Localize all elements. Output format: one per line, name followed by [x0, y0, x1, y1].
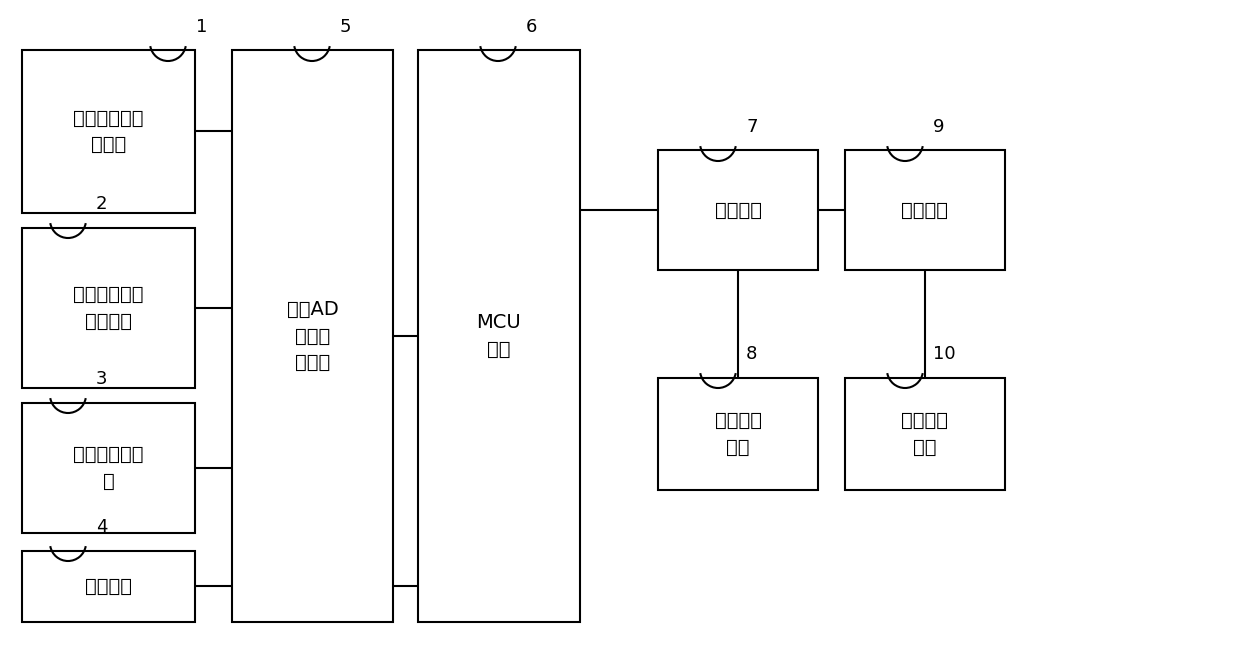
- Text: 程控平台: 程控平台: [86, 577, 131, 596]
- Text: 定向特高频传
感器模块: 定向特高频传 感器模块: [73, 285, 144, 331]
- Text: 控制终端: 控制终端: [901, 201, 949, 219]
- Bar: [22, 228, 195, 388]
- Text: 1: 1: [196, 18, 207, 36]
- Text: 通信模块: 通信模块: [714, 201, 761, 219]
- Bar: [418, 50, 580, 622]
- Text: 9: 9: [932, 118, 945, 136]
- Bar: [22, 50, 195, 213]
- Text: 工频电场传感
器模块: 工频电场传感 器模块: [73, 109, 144, 154]
- Bar: [232, 50, 393, 622]
- Text: 2: 2: [95, 195, 108, 213]
- Bar: [22, 403, 195, 533]
- Bar: [658, 378, 818, 490]
- Text: 8: 8: [746, 345, 758, 363]
- Text: 6: 6: [526, 18, 537, 36]
- Text: 移动巡检
装置: 移动巡检 装置: [901, 411, 949, 457]
- Text: 10: 10: [932, 345, 956, 363]
- Bar: [844, 150, 1004, 270]
- Text: 紫外传感器模
块: 紫外传感器模 块: [73, 445, 144, 491]
- Text: 3: 3: [95, 370, 108, 388]
- Text: MCU
模块: MCU 模块: [476, 313, 521, 359]
- Text: 5: 5: [340, 18, 351, 36]
- Text: 7: 7: [746, 118, 758, 136]
- Text: 多路AD
连续转
换模块: 多路AD 连续转 换模块: [286, 300, 339, 372]
- Text: 视频采集
模块: 视频采集 模块: [714, 411, 761, 457]
- Bar: [658, 150, 818, 270]
- Bar: [844, 378, 1004, 490]
- Text: 4: 4: [95, 518, 108, 536]
- Bar: [22, 551, 195, 622]
